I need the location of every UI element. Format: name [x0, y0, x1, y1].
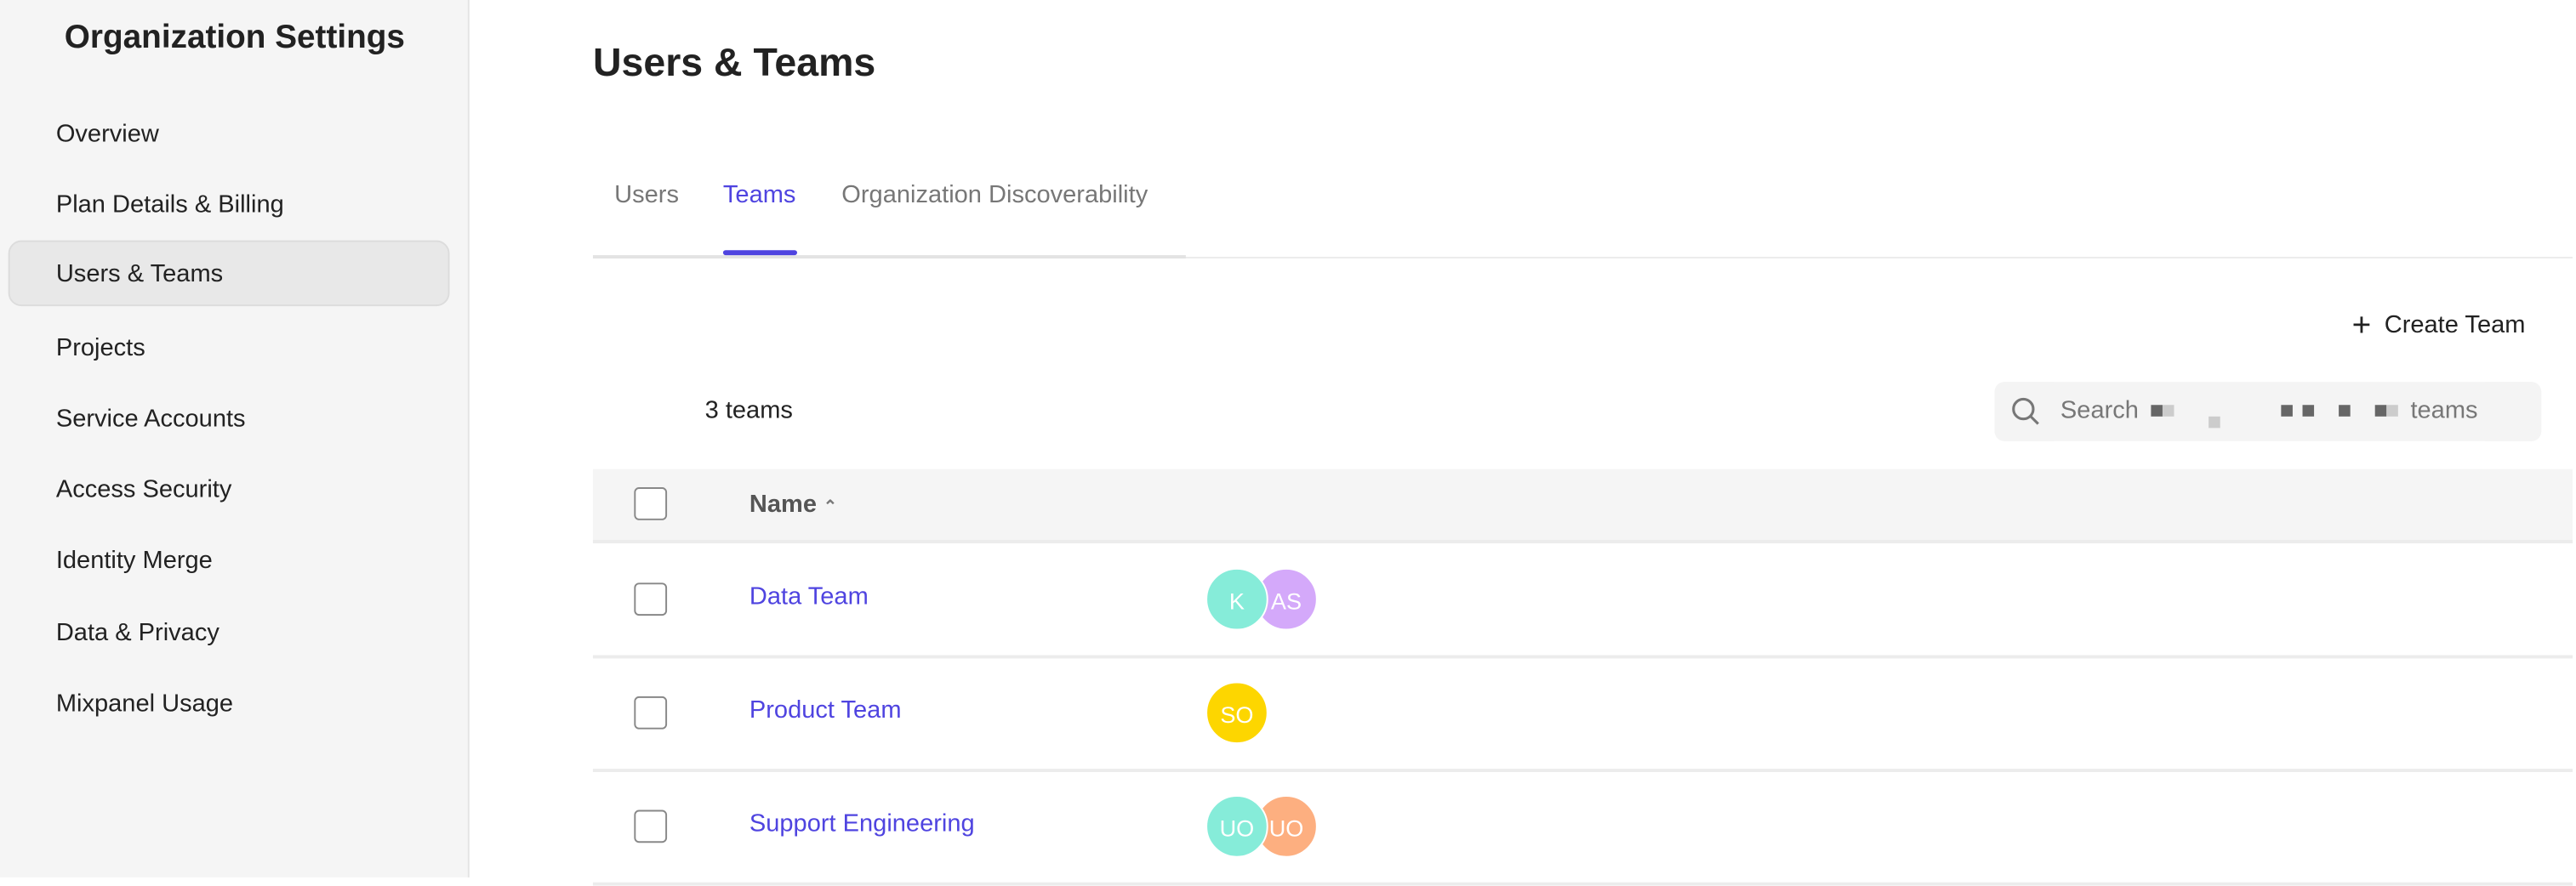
- table-row: Data Team K AS: [592, 543, 2573, 659]
- sort-icon: ⌃: [823, 498, 837, 517]
- redacted-block: [2387, 405, 2399, 417]
- tab-users[interactable]: Users: [614, 180, 679, 209]
- sidebar-item-data-privacy[interactable]: Data & Privacy: [55, 618, 219, 647]
- team-name-link[interactable]: Support Engineering: [749, 809, 975, 838]
- create-team-label: Create Team: [2384, 310, 2526, 339]
- search-placeholder-prefix: Search: [2060, 396, 2139, 425]
- sidebar-item-projects[interactable]: Projects: [55, 334, 145, 362]
- tab-organization-discoverability[interactable]: Organization Discoverability: [841, 180, 1148, 209]
- avatar: K: [1205, 567, 1268, 631]
- team-name-link[interactable]: Data Team: [749, 582, 869, 611]
- table-header: Name ⌃: [592, 469, 2573, 543]
- redacted-block: [2208, 416, 2220, 429]
- redacted-block: [2302, 405, 2315, 417]
- tab-teams[interactable]: Teams: [722, 180, 796, 209]
- tabs-divider-strong: [592, 255, 1186, 258]
- name-header-label: Name: [749, 490, 817, 519]
- row-checkbox[interactable]: [634, 582, 668, 616]
- sidebar-title: Organization Settings: [64, 20, 405, 56]
- plus-icon: +: [2351, 308, 2372, 344]
- team-name-link[interactable]: Product Team: [749, 696, 902, 724]
- avatar: UO: [1205, 795, 1268, 858]
- redacted-block: [2375, 405, 2388, 417]
- sidebar: Organization Settings Overview Plan Deta…: [0, 0, 470, 877]
- table-row: Support Engineering UO UO: [592, 770, 2573, 886]
- sidebar-item-mixpanel-usage[interactable]: Mixpanel Usage: [55, 690, 234, 718]
- create-team-button[interactable]: + Create Team: [2352, 308, 2526, 346]
- row-checkbox[interactable]: [634, 696, 668, 730]
- avatar: SO: [1205, 681, 1268, 745]
- sidebar-item-overview[interactable]: Overview: [55, 120, 159, 149]
- search-placeholder-suffix: teams: [2410, 396, 2478, 425]
- sidebar-item-identity-merge[interactable]: Identity Merge: [55, 546, 213, 575]
- tabs-divider: [592, 257, 2573, 258]
- active-tab-indicator: [722, 250, 798, 256]
- redacted-block: [2281, 405, 2294, 417]
- redacted-block: [2150, 405, 2163, 417]
- team-count: 3 teams: [704, 396, 793, 425]
- search-icon: [2012, 397, 2039, 425]
- search-input[interactable]: Search teams: [1994, 382, 2542, 441]
- redacted-block: [2339, 405, 2351, 417]
- sidebar-item-plan-billing[interactable]: Plan Details & Billing: [55, 190, 284, 219]
- page-title: Users & Teams: [592, 41, 876, 86]
- sidebar-item-users-teams[interactable]: Users & Teams: [8, 240, 450, 307]
- avatar: UO: [1255, 795, 1318, 858]
- select-all-checkbox[interactable]: [634, 487, 668, 520]
- sidebar-item-access-security[interactable]: Access Security: [55, 475, 232, 504]
- row-checkbox[interactable]: [634, 809, 668, 843]
- name-column-header[interactable]: Name ⌃: [749, 491, 837, 519]
- table-row: Product Team SO: [592, 656, 2573, 772]
- redacted-block: [2162, 405, 2174, 417]
- sidebar-item-service-accounts[interactable]: Service Accounts: [55, 405, 246, 434]
